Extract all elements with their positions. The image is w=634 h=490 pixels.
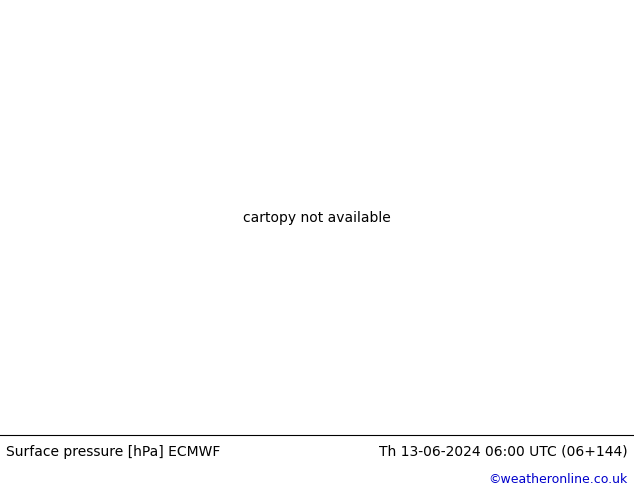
Text: ©weatheronline.co.uk: ©weatheronline.co.uk: [488, 472, 628, 486]
Text: cartopy not available: cartopy not available: [243, 211, 391, 224]
Text: Th 13-06-2024 06:00 UTC (06+144): Th 13-06-2024 06:00 UTC (06+144): [379, 444, 628, 459]
Text: Surface pressure [hPa] ECMWF: Surface pressure [hPa] ECMWF: [6, 444, 221, 459]
